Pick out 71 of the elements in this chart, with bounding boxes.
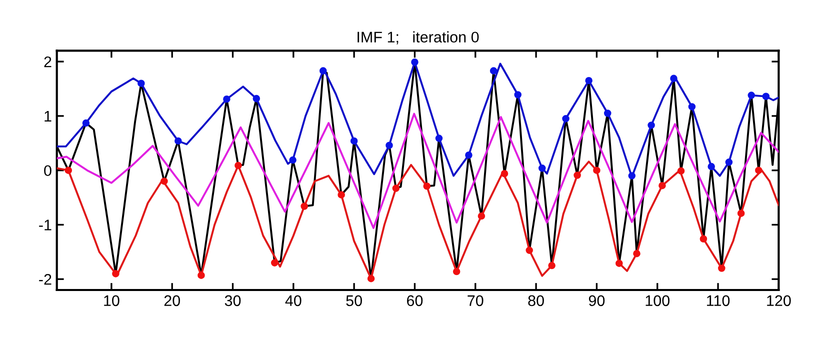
point [386, 142, 393, 149]
point [465, 151, 472, 159]
point [320, 67, 327, 74]
point [585, 76, 592, 84]
point [112, 270, 120, 278]
y-tick-label: 2 [44, 56, 52, 68]
point [160, 178, 168, 185]
x-tick-label: 70 [468, 295, 484, 306]
point [538, 164, 546, 172]
point [270, 259, 278, 266]
point [234, 162, 242, 170]
x-tick-label: 100 [646, 295, 670, 306]
x-tick-label: 110 [707, 295, 730, 306]
x-tick-label: 10 [104, 295, 120, 306]
x-tick-label: 80 [528, 295, 544, 306]
point [688, 103, 696, 110]
point [755, 166, 762, 174]
point [718, 264, 726, 272]
x-tick-label: 20 [164, 295, 180, 306]
point [435, 134, 443, 142]
y-tick-label: -1 [39, 220, 52, 230]
y-tick-label: 1 [44, 110, 52, 122]
point [562, 115, 570, 122]
point [452, 268, 460, 276]
point [82, 119, 90, 127]
point [593, 166, 600, 174]
x-tick-label: 30 [224, 295, 241, 306]
point [708, 162, 715, 170]
point [616, 260, 623, 267]
point [350, 137, 358, 145]
point [700, 235, 708, 243]
point [725, 158, 733, 166]
point [500, 170, 508, 178]
x-tick-label: 40 [285, 295, 302, 306]
point [748, 92, 756, 99]
x-tick-label: 90 [588, 295, 605, 306]
point [64, 166, 72, 174]
point [174, 137, 182, 145]
point [548, 262, 556, 270]
point [670, 74, 678, 82]
point [338, 191, 345, 198]
x-tick-label: 50 [346, 295, 362, 306]
point [198, 272, 205, 279]
point [648, 122, 655, 129]
point [762, 92, 770, 100]
point [478, 212, 486, 220]
point [289, 156, 296, 164]
point [526, 246, 534, 254]
point [677, 167, 685, 175]
point [252, 94, 260, 102]
point [604, 110, 612, 117]
point [423, 182, 431, 190]
point [411, 58, 418, 66]
point [490, 67, 498, 74]
point [392, 184, 400, 192]
y-tick-label: 0 [44, 165, 52, 176]
y-tick-label: -2 [39, 274, 52, 285]
point [633, 250, 640, 258]
x-tick-label: 60 [407, 295, 423, 306]
point [300, 202, 308, 210]
point [367, 274, 375, 282]
point [223, 95, 230, 103]
point [658, 182, 666, 190]
point [514, 91, 522, 98]
point [737, 210, 745, 217]
point [574, 172, 581, 179]
line-series [56, 112, 779, 229]
point [628, 172, 636, 180]
chart-title: IMF 1; iteration 0 [358, 31, 479, 44]
point [138, 80, 145, 87]
x-tick-label: 120 [767, 295, 791, 306]
